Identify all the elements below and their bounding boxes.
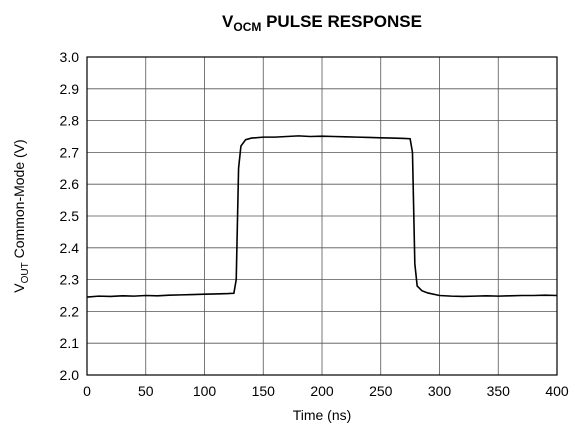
title-part: V [222, 12, 234, 31]
y-tick-label: 2.7 [60, 144, 80, 160]
x-tick-label: 400 [545, 383, 569, 399]
chart-title: VOCM PULSE RESPONSE [222, 12, 422, 34]
x-tick-label: 250 [369, 383, 393, 399]
y-tick-label: 2.8 [60, 113, 80, 129]
y-tick-label: 2.4 [60, 240, 80, 256]
ylabel-part: Common-Mode (V) [11, 139, 27, 262]
y-axis-label: VOUT Common-Mode (V) [11, 139, 31, 292]
x-tick-label: 200 [310, 383, 334, 399]
y-tick-label: 3.0 [60, 49, 80, 65]
x-tick-label: 100 [193, 383, 217, 399]
x-tick-label: 150 [252, 383, 276, 399]
ylabel-subscript: OUT [20, 262, 31, 283]
x-tick-label: 50 [138, 383, 154, 399]
ylabel-part: V [11, 283, 27, 293]
series-line [86, 135, 558, 298]
plot-frame [86, 56, 558, 376]
title-part: PULSE RESPONSE [261, 12, 422, 31]
y-tick-label: 2.9 [60, 81, 80, 97]
title-subscript: OCM [233, 20, 261, 34]
y-tick-label: 2.1 [60, 335, 80, 351]
x-tick-label: 300 [428, 383, 452, 399]
y-tick-label: 2.5 [60, 208, 80, 224]
y-tick-label: 2.2 [60, 303, 80, 319]
x-axis-label: Time (ns) [293, 407, 352, 423]
y-tick-label: 2.6 [60, 176, 80, 192]
y-tick-label: 2.0 [60, 367, 80, 383]
x-tick-label: 350 [487, 383, 511, 399]
y-tick-label: 2.3 [60, 272, 80, 288]
x-tick-label: 0 [83, 383, 91, 399]
